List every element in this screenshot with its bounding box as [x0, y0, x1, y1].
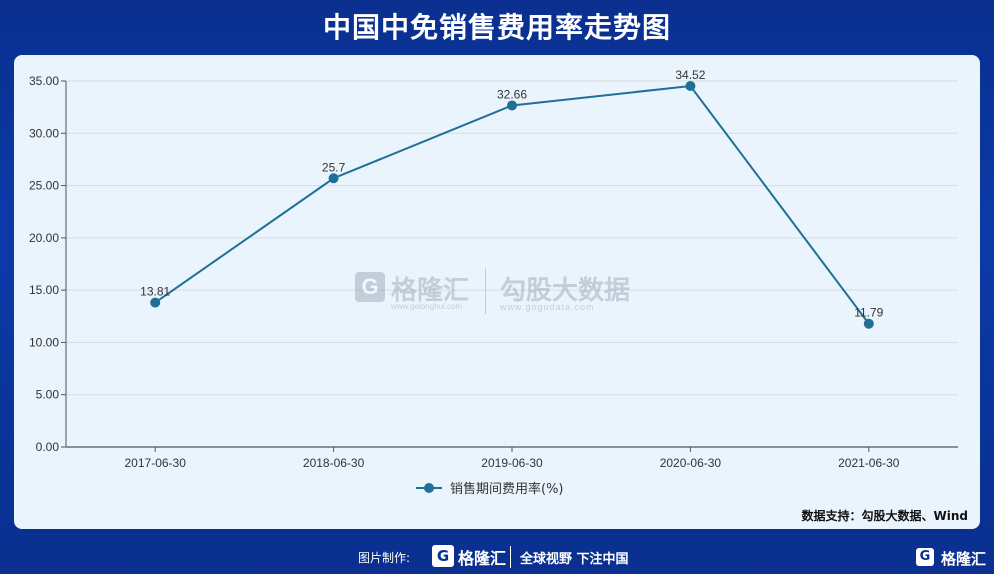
data-label: 25.7	[322, 160, 346, 174]
y-tick-label: 35.00	[29, 74, 59, 88]
data-label: 32.66	[497, 87, 527, 101]
y-tick-label: 5.00	[36, 388, 60, 402]
y-axis: 35.00 30.00 25.00 20.00 15.00 10.00 5.00 0.00	[29, 74, 67, 454]
y-tick-label: 10.00	[29, 335, 59, 349]
data-point[interactable]	[150, 297, 161, 308]
y-tick-label: 15.00	[29, 283, 59, 297]
data-label: 11.79	[854, 306, 883, 320]
footer-credit: 图片制作:	[358, 551, 411, 565]
data-point[interactable]	[328, 173, 339, 184]
legend-label: 销售期间费用率(%)	[450, 481, 564, 497]
x-tick-label: 2017-06-30	[125, 456, 187, 470]
data-point[interactable]	[507, 100, 517, 111]
x-tick-label: 2018-06-30	[303, 456, 365, 470]
y-tick-label: 30.00	[29, 126, 59, 140]
legend[interactable]: 销售期间费用率(%)	[416, 481, 564, 497]
footer-brand: 格隆汇	[458, 549, 507, 568]
grid-lines	[66, 80, 958, 448]
footer-logo-icon: G	[432, 545, 454, 567]
footer-slogan: 全球视野 下注中国	[520, 552, 629, 567]
corner-logo-icon: G	[916, 548, 934, 566]
data-label: 13.81	[140, 285, 170, 299]
data-labels: 13.81 25.7 32.66 34.52 11.79	[140, 68, 884, 320]
corner-brand-name: 格隆汇	[940, 550, 986, 568]
line-chart: 35.00 30.00 25.00 20.00 15.00 10.00 5.00 0.00 2…	[29, 68, 958, 497]
chart-panel: 35.00 30.00 25.00 20.00 15.00 10.00 5.00 0.00 2…	[14, 55, 980, 529]
data-points	[150, 81, 874, 329]
y-tick-label: 25.00	[29, 179, 59, 193]
x-tick-label: 2020-06-30	[660, 456, 722, 470]
series-line	[154, 84, 870, 325]
x-axis: 2017-06-30 2018-06-30 2019-06-30 2020-06-30…	[125, 447, 900, 470]
chart-title: 中国中免销售费用率走势图	[322, 11, 671, 44]
footer-divider	[510, 546, 511, 568]
x-tick-label: 2019-06-30	[481, 456, 543, 470]
x-tick-label: 2021-06-30	[838, 456, 900, 470]
data-label: 34.52	[675, 68, 705, 82]
y-tick-label: 0.00	[36, 440, 60, 454]
data-point[interactable]	[685, 81, 696, 92]
data-point[interactable]	[863, 318, 874, 329]
footer: 图片制作: G 格隆汇 全球视野 下注中国	[0, 540, 994, 574]
y-tick-label: 20.00	[29, 231, 59, 245]
data-source: 数据支持：勾股大数据、Wind	[801, 509, 968, 523]
legend-marker	[424, 483, 434, 493]
